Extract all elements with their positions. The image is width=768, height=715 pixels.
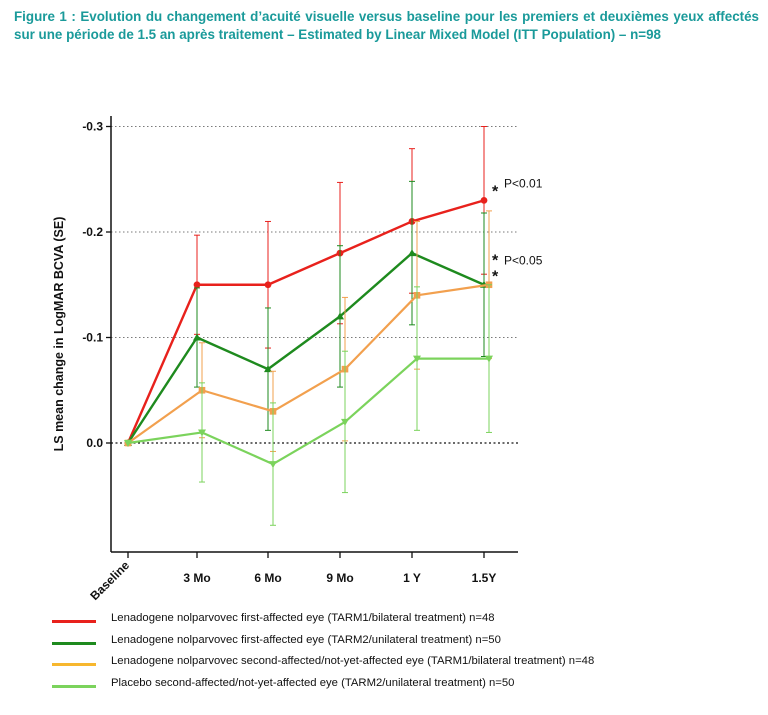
data-point <box>485 355 493 363</box>
figure-title: Figure 1 : Evolution du changement d’acu… <box>14 9 759 42</box>
series-3 <box>124 284 493 526</box>
significance-star: * <box>492 184 499 201</box>
data-point <box>341 418 349 426</box>
x-tick-label: 1 Y <box>403 571 421 585</box>
legend-swatch-light-green <box>52 684 96 688</box>
y-tick-label: -0.3 <box>82 120 103 134</box>
y-tick-label: -0.2 <box>82 225 103 239</box>
x-tick-label: 3 Mo <box>183 571 210 585</box>
data-point <box>408 249 416 257</box>
data-point <box>413 355 421 363</box>
series-0 <box>124 126 488 447</box>
data-point <box>264 365 272 373</box>
y-tick-label: 0.0 <box>86 436 103 450</box>
y-tick-label: -0.1 <box>82 331 103 345</box>
significance-star: * <box>492 269 499 286</box>
data-point <box>193 281 201 289</box>
x-tick-label: Baseline <box>87 558 132 603</box>
legend-label: Lenadogene nolparvovec second-affected/n… <box>111 655 595 667</box>
series-line <box>126 199 485 444</box>
data-point <box>269 461 277 469</box>
y-axis-title: LS mean change in LogMAR BCVA (SE) <box>52 217 66 452</box>
p-value-label: P<0.05 <box>504 254 543 268</box>
data-point <box>193 333 201 341</box>
series-line <box>126 251 485 444</box>
legend-label: Placebo second-affected/not-yet-affected… <box>111 676 515 689</box>
series-2 <box>124 210 493 452</box>
significance-star: * <box>492 253 499 270</box>
data-point <box>480 196 488 204</box>
series-line <box>127 357 489 466</box>
x-tick-label: 6 Mo <box>254 571 281 585</box>
series-line <box>127 283 490 444</box>
legend-label: Lenadogene nolparvovec first-affected ey… <box>111 633 501 646</box>
x-tick-label: 9 Mo <box>326 571 353 585</box>
data-point <box>336 312 344 320</box>
legend-swatch-red <box>52 620 96 623</box>
x-tick-label: 1.5Y <box>472 571 497 585</box>
data-point <box>264 281 272 289</box>
legend-swatch-dark-green <box>52 641 96 645</box>
p-value-label: P<0.01 <box>504 177 543 191</box>
data-point <box>124 440 132 447</box>
legend-swatch-orange <box>52 663 96 666</box>
data-point <box>198 429 206 437</box>
legend-label: Lenadogene nolparvovec first-affected ey… <box>111 612 495 624</box>
